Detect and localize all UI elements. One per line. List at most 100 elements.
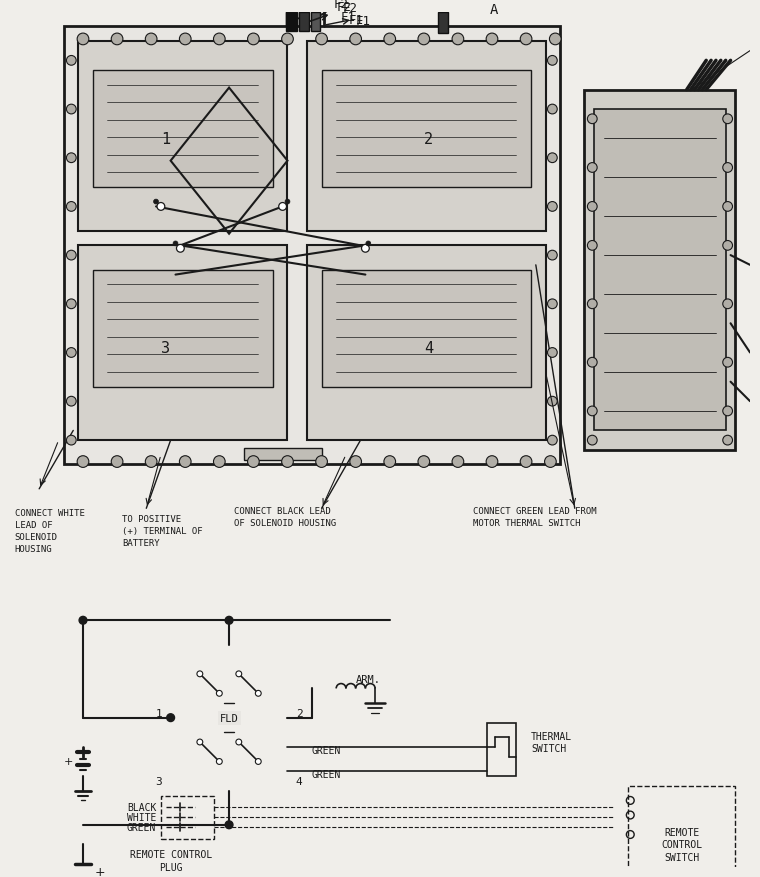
Bar: [93, 71, 273, 188]
Circle shape: [547, 56, 557, 66]
Circle shape: [217, 690, 222, 696]
Text: GREEN: GREEN: [312, 769, 341, 780]
Circle shape: [236, 739, 242, 745]
Bar: [78, 246, 287, 440]
Text: 4: 4: [424, 341, 433, 356]
Text: 1: 1: [156, 708, 163, 718]
Text: +: +: [95, 865, 106, 877]
Circle shape: [66, 203, 76, 212]
Bar: [299, 12, 309, 32]
Circle shape: [547, 348, 557, 358]
Circle shape: [587, 115, 597, 125]
Circle shape: [545, 456, 556, 467]
Circle shape: [282, 34, 293, 46]
Text: 4: 4: [296, 776, 302, 786]
Circle shape: [248, 34, 259, 46]
Text: CONNECT WHITE
LEAD OF
SOLENOID
HOUSING: CONNECT WHITE LEAD OF SOLENOID HOUSING: [15, 509, 84, 553]
Circle shape: [723, 241, 733, 251]
Circle shape: [255, 690, 261, 696]
Circle shape: [214, 456, 225, 467]
Text: GREEN: GREEN: [127, 822, 157, 831]
Circle shape: [587, 203, 597, 212]
Bar: [307, 42, 546, 232]
Text: F2: F2: [333, 0, 348, 11]
Circle shape: [587, 436, 597, 446]
Circle shape: [78, 34, 89, 46]
Circle shape: [225, 821, 233, 829]
Circle shape: [418, 456, 429, 467]
Circle shape: [723, 436, 733, 446]
Circle shape: [154, 200, 159, 204]
Circle shape: [452, 456, 464, 467]
Circle shape: [384, 456, 396, 467]
Circle shape: [723, 203, 733, 212]
Bar: [594, 110, 726, 431]
Circle shape: [157, 203, 165, 211]
Text: F2: F2: [336, 1, 351, 14]
Circle shape: [166, 714, 175, 722]
Text: A: A: [490, 3, 499, 17]
Circle shape: [547, 251, 557, 260]
Circle shape: [350, 456, 362, 467]
Bar: [584, 90, 736, 451]
Circle shape: [66, 105, 76, 115]
Circle shape: [486, 456, 498, 467]
Circle shape: [111, 34, 123, 46]
Circle shape: [197, 671, 203, 677]
Text: F1: F1: [356, 15, 371, 28]
Text: F1: F1: [349, 14, 364, 27]
Circle shape: [111, 456, 123, 467]
Circle shape: [547, 397, 557, 407]
Text: TO POSITIVE
(+) TERMINAL OF
BATTERY: TO POSITIVE (+) TERMINAL OF BATTERY: [122, 515, 203, 547]
Circle shape: [350, 34, 362, 46]
Circle shape: [521, 456, 532, 467]
Circle shape: [255, 759, 261, 765]
Text: 3: 3: [156, 776, 163, 786]
Circle shape: [547, 153, 557, 163]
Circle shape: [145, 456, 157, 467]
Bar: [93, 270, 273, 387]
Circle shape: [66, 56, 76, 66]
Text: F1: F1: [341, 11, 356, 24]
Circle shape: [587, 407, 597, 417]
Circle shape: [66, 153, 76, 163]
Circle shape: [66, 251, 76, 260]
Circle shape: [587, 358, 597, 367]
Circle shape: [79, 617, 87, 624]
Circle shape: [362, 245, 369, 253]
Bar: [439, 12, 448, 34]
Circle shape: [547, 105, 557, 115]
Circle shape: [248, 456, 259, 467]
Text: 1: 1: [161, 132, 170, 146]
Text: 2: 2: [424, 132, 433, 146]
Circle shape: [418, 34, 429, 46]
Circle shape: [723, 300, 733, 310]
Text: GREEN: GREEN: [312, 745, 341, 755]
Circle shape: [282, 456, 293, 467]
Circle shape: [214, 34, 225, 46]
Text: REMOTE CONTROL
PLUG: REMOTE CONTROL PLUG: [129, 849, 212, 872]
Circle shape: [723, 163, 733, 173]
Circle shape: [315, 456, 328, 467]
Circle shape: [217, 759, 222, 765]
Circle shape: [78, 456, 89, 467]
Text: REMOTE
CONTROL
SWITCH: REMOTE CONTROL SWITCH: [661, 827, 702, 862]
Bar: [78, 42, 287, 232]
Circle shape: [179, 456, 191, 467]
Circle shape: [384, 34, 396, 46]
Bar: [487, 723, 516, 776]
Circle shape: [452, 34, 464, 46]
Bar: [321, 71, 531, 188]
Circle shape: [587, 241, 597, 251]
Circle shape: [145, 34, 157, 46]
Circle shape: [179, 34, 191, 46]
Circle shape: [587, 163, 597, 173]
Bar: [311, 12, 320, 32]
Circle shape: [176, 245, 184, 253]
Circle shape: [587, 300, 597, 310]
Text: THERMAL
SWITCH: THERMAL SWITCH: [531, 731, 572, 753]
Circle shape: [547, 436, 557, 446]
Text: 2: 2: [296, 708, 302, 718]
Circle shape: [197, 739, 203, 745]
Text: F2: F2: [343, 3, 358, 15]
